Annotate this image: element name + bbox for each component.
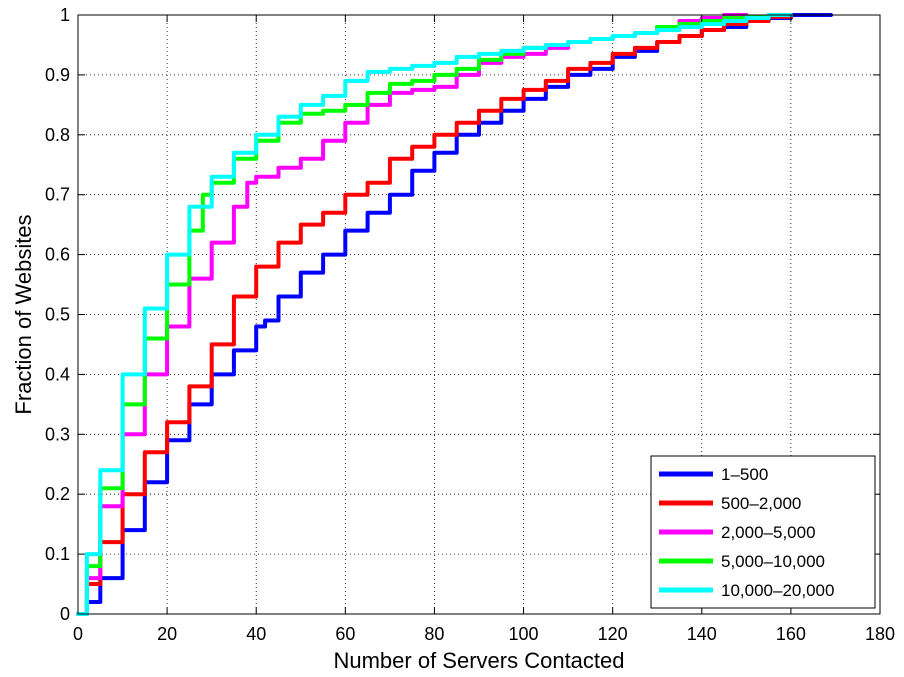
y-tick-label: 0.9: [45, 65, 70, 85]
y-tick-label: 0.8: [45, 125, 70, 145]
axis-ticks: 0 20 40 60 80 100 120 140 160 180 0 0.1 0.2 0.3 0.4 0.5…: [45, 5, 895, 644]
legend: 1–500 500–2,000 2,000–5,000 5,000–10,000 10,…: [650, 455, 876, 609]
y-tick-label: 0.2: [45, 484, 70, 504]
legend-label-4: 5,000–10,000: [721, 552, 825, 571]
x-tick-label: 140: [687, 624, 717, 644]
x-tick-label: 120: [598, 624, 628, 644]
y-tick-label: 0.1: [45, 544, 70, 564]
x-tick-label: 0: [73, 624, 83, 644]
x-tick-label: 60: [335, 624, 355, 644]
y-axis-label: Fraction of Websites: [11, 214, 36, 414]
y-tick-label: 0.6: [45, 245, 70, 265]
legend-label-3: 2,000–5,000: [721, 523, 816, 542]
legend-label-2: 500–2,000: [721, 494, 801, 513]
series-line-2: [76, 13, 793, 616]
legend-label-5: 10,000–20,000: [721, 581, 834, 600]
y-tick-label: 1: [60, 5, 70, 25]
series-line-5: [76, 13, 793, 616]
x-tick-label: 100: [509, 624, 539, 644]
y-tick-label: 0.5: [45, 305, 70, 325]
y-tick-label: 0.3: [45, 424, 70, 444]
y-tick-label: 0.4: [45, 364, 70, 384]
x-tick-label: 160: [776, 624, 806, 644]
x-tick-label: 40: [246, 624, 266, 644]
x-tick-label: 180: [865, 624, 895, 644]
x-tick-label: 20: [157, 624, 177, 644]
y-tick-label: 0.7: [45, 185, 70, 205]
y-tick-label: 0: [60, 604, 70, 624]
x-tick-label: 80: [424, 624, 444, 644]
legend-label-1: 1–500: [721, 465, 768, 484]
series-lines: [76, 13, 833, 616]
x-axis-label: Number of Servers Contacted: [333, 648, 624, 673]
